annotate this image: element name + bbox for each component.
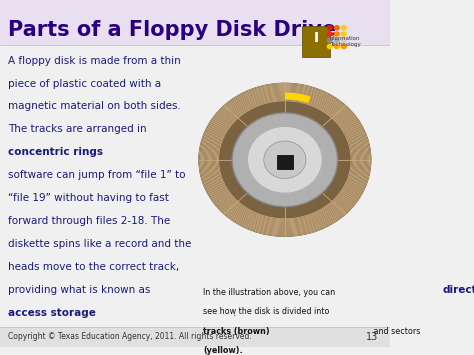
Text: I: I (313, 31, 319, 45)
Text: direct: direct (442, 285, 474, 295)
Circle shape (341, 25, 347, 31)
Text: see how the disk is divided into: see how the disk is divided into (203, 307, 329, 316)
Circle shape (334, 38, 340, 43)
Text: Parts of a Floppy Disk Drive: Parts of a Floppy Disk Drive (8, 20, 336, 39)
Text: “file 19” without having to fast: “file 19” without having to fast (8, 193, 169, 203)
Circle shape (341, 44, 347, 49)
Text: diskette spins like a record and the: diskette spins like a record and the (8, 239, 191, 249)
Circle shape (232, 113, 337, 207)
Text: piece of plastic coated with a: piece of plastic coated with a (8, 78, 161, 88)
Circle shape (327, 25, 333, 31)
FancyBboxPatch shape (277, 155, 292, 169)
Text: In the illustration above, you can: In the illustration above, you can (203, 288, 335, 297)
FancyBboxPatch shape (302, 26, 330, 57)
Text: magnetic material on both sides.: magnetic material on both sides. (8, 102, 181, 111)
Circle shape (334, 31, 340, 37)
Circle shape (341, 38, 347, 43)
Text: (yellow).: (yellow). (203, 346, 243, 355)
Text: Technology: Technology (330, 42, 361, 47)
FancyBboxPatch shape (0, 327, 390, 347)
Circle shape (341, 31, 347, 37)
Circle shape (199, 83, 371, 236)
Text: A floppy disk is made from a thin: A floppy disk is made from a thin (8, 56, 181, 66)
Text: concentric rings: concentric rings (8, 147, 103, 157)
Text: and sectors: and sectors (371, 327, 420, 335)
Text: heads move to the correct track,: heads move to the correct track, (8, 262, 179, 272)
Circle shape (327, 44, 333, 49)
Text: so that the: so that the (265, 147, 325, 157)
Text: providing what is known as: providing what is known as (8, 285, 154, 295)
Text: software can jump from “file 1” to: software can jump from “file 1” to (8, 170, 185, 180)
Text: forward through files 2-18. The: forward through files 2-18. The (8, 216, 170, 226)
Text: nformation: nformation (330, 37, 360, 42)
Circle shape (334, 25, 340, 31)
FancyBboxPatch shape (0, 0, 390, 45)
Text: 13: 13 (366, 332, 379, 342)
Text: The tracks are arranged in: The tracks are arranged in (8, 124, 146, 134)
Text: tracks (brown): tracks (brown) (203, 327, 270, 335)
Circle shape (264, 141, 306, 179)
Wedge shape (285, 93, 311, 103)
Circle shape (334, 44, 340, 49)
Circle shape (327, 31, 333, 37)
Circle shape (248, 127, 322, 193)
Text: access storage: access storage (8, 308, 96, 318)
Text: .: . (233, 308, 237, 318)
Text: Copyright © Texas Education Agency, 2011. All rights reserved.: Copyright © Texas Education Agency, 2011… (8, 332, 252, 342)
Circle shape (327, 38, 333, 43)
